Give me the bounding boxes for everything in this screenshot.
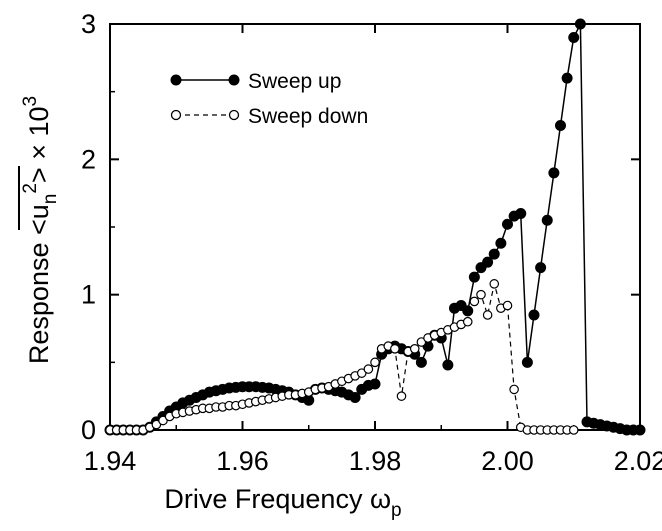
sweep-down-point — [476, 289, 486, 300]
sweep-up-point — [495, 237, 507, 249]
x-tick-label: 2.02 — [614, 446, 662, 476]
sweep-up-point — [369, 378, 381, 390]
y-tick-label: 0 — [81, 415, 96, 445]
sweep-up-point — [442, 359, 454, 371]
legend-marker-sweep-up-left — [170, 74, 182, 86]
sweep-up-point — [502, 218, 513, 230]
y-axis-title-sup: 2 — [20, 183, 41, 194]
sweep-up-point — [634, 424, 646, 436]
sweep-up-point — [555, 120, 566, 131]
sweep-up-point — [515, 207, 527, 219]
sweep-down-point — [482, 310, 493, 320]
sweep-up-point — [415, 356, 427, 368]
sweep-down-point — [462, 316, 473, 327]
series-line-sweep-up — [110, 23, 640, 431]
sweep-up-point — [568, 32, 580, 44]
y-axis-title-main: Response <u — [24, 204, 54, 364]
y-axis-title-tail: > × 10 — [24, 106, 54, 183]
sweep-up-point — [541, 214, 553, 226]
sweep-up-point — [349, 392, 361, 404]
legend-marker-sweep-down-left — [170, 109, 182, 121]
sweep-up-point — [488, 248, 500, 260]
y-axis-title-exp: 3 — [20, 96, 41, 107]
legend-label-sweep-down: Sweep down — [248, 105, 368, 128]
sweep-down-point — [502, 300, 513, 311]
x-tick-label: 1.98 — [349, 446, 402, 476]
sweep-up-point — [468, 271, 480, 283]
x-axis-title: Drive Frequency ωp — [164, 484, 401, 521]
y-axis-title-sub: n — [40, 194, 61, 205]
data-series — [104, 18, 646, 436]
sweep-up-point — [521, 356, 533, 368]
sweep-up-point — [528, 309, 540, 321]
axis-ticks: 1.94 1.96 1.98 2.00 2.02 0 1 2 3 — [81, 9, 662, 476]
sweep-down-point — [489, 279, 500, 289]
sweep-up-point — [548, 167, 560, 179]
sweep-up-point — [535, 262, 547, 274]
legend-marker-sweep-up-right — [228, 74, 240, 86]
sweep-down-point — [568, 425, 579, 435]
legend: Sweep up Sweep down — [170, 70, 368, 128]
y-tick-label: 3 — [81, 9, 96, 39]
svg-text:Response <un2> × 103: Response <un2> × 103 — [20, 96, 61, 364]
plot-frame — [109, 23, 641, 431]
sweep-down-point — [509, 384, 519, 395]
x-tick-label: 2.00 — [481, 446, 534, 476]
sweep-down-point — [390, 343, 400, 354]
sweep-down-point — [409, 343, 420, 354]
x-axis-title-main: Drive Frequency ω — [164, 484, 391, 514]
sweep-down-point — [363, 364, 374, 374]
legend-label-sweep-up: Sweep up — [248, 70, 341, 93]
sweep-down-point — [396, 391, 407, 401]
x-axis-title-sub: p — [391, 500, 402, 521]
y-tick-label: 2 — [81, 144, 96, 174]
sweep-down-point — [469, 296, 480, 307]
x-tick-label: 1.96 — [216, 446, 269, 476]
y-axis-title: Response <un2> × 103 — [20, 96, 61, 364]
legend-marker-sweep-down-right — [228, 109, 240, 121]
sweep-up-point — [482, 256, 494, 268]
sweep-up-point — [561, 72, 573, 84]
x-tick-label: 1.94 — [84, 446, 137, 476]
sweep-down-point — [370, 357, 380, 368]
sweep-up-point — [574, 18, 586, 30]
y-tick-label: 1 — [81, 280, 96, 310]
sweep-up-point — [462, 305, 474, 317]
